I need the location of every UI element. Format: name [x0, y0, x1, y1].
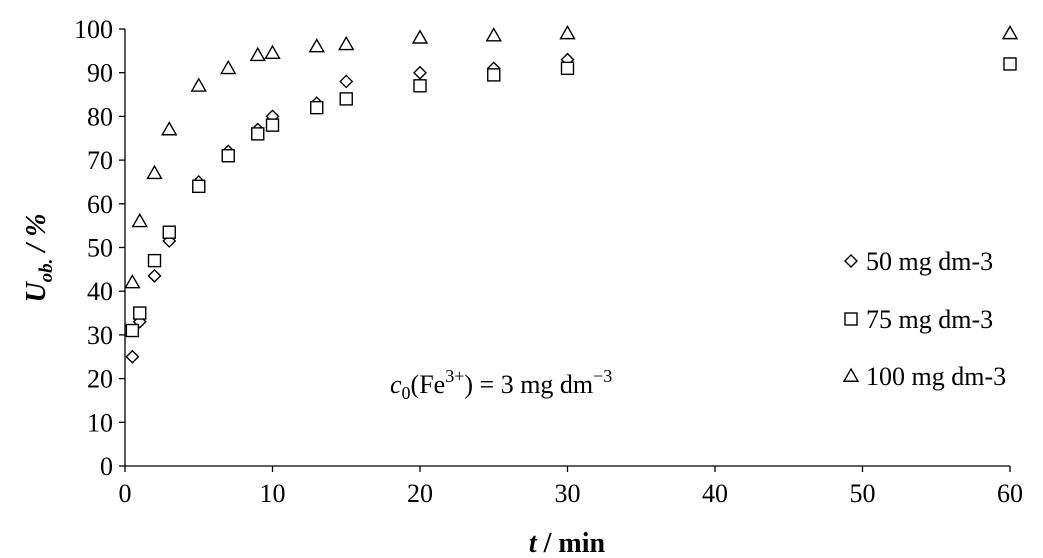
legend-marker-diamond [844, 254, 858, 268]
annotation: c0(Fe3+) = 3 mg dm−3 [390, 366, 612, 403]
data-point-square [413, 79, 427, 93]
y-tick-label: 40 [87, 277, 113, 306]
x-tick-label: 30 [555, 479, 581, 508]
legend-marker-triangle [842, 367, 860, 382]
data-point-triangle [190, 77, 207, 92]
data-point-square [125, 323, 140, 338]
data-point-diamond [413, 65, 427, 80]
y-tick-label: 0 [100, 452, 113, 481]
data-point-diamond [339, 74, 354, 89]
data-point-square [310, 100, 324, 115]
data-point-triangle [411, 29, 429, 44]
y-tick-label: 30 [87, 321, 113, 350]
data-point-square [339, 92, 353, 106]
legend-marker-square [844, 312, 858, 326]
annotation-c: c [390, 370, 402, 399]
data-point-square [192, 179, 206, 194]
data-point-square [133, 306, 147, 320]
data-point-square [1003, 57, 1017, 71]
x-axis-title-main: t [529, 528, 538, 558]
y-tick-label: 50 [87, 234, 113, 263]
legend-label: 75 mg dm-3 [866, 305, 993, 334]
annotation-exp: −3 [593, 366, 612, 386]
annotation-sub: 0 [402, 383, 411, 403]
y-tick-label: 20 [87, 365, 113, 394]
data-point-diamond [147, 268, 162, 283]
annotation-close: ) = 3 mg dm [464, 370, 593, 399]
data-point-triangle [1001, 24, 1019, 40]
x-tick-labels: 0 10 20 30 40 50 60 [119, 479, 1024, 508]
annotation-charge: 3+ [445, 366, 464, 386]
x-tick-label: 50 [850, 479, 876, 508]
annotation-open: (Fe [411, 370, 446, 399]
data-point-triangle [161, 121, 178, 136]
x-tick-label: 0 [119, 479, 132, 508]
y-tick-labels: 0 10 20 30 40 50 60 70 80 90 100 [74, 15, 113, 481]
data-point-diamond [125, 349, 140, 364]
data-point-square [147, 253, 162, 268]
data-point-triangle [124, 274, 141, 289]
data-point-triangle [485, 27, 502, 42]
y-tick-label: 10 [87, 408, 113, 437]
x-tick-label: 20 [407, 479, 433, 508]
y-tick-label: 90 [87, 59, 113, 88]
data-point-square [162, 225, 176, 239]
y-axis-title-subscript: ob. [36, 259, 57, 283]
data-point-triangle [146, 164, 163, 180]
legend: 50 mg dm-3 75 mg dm-3 100 mg dm-3 [842, 247, 1006, 391]
legend-label: 100 mg dm-3 [866, 362, 1006, 391]
x-tick-label: 60 [997, 479, 1023, 508]
legend-label: 50 mg dm-3 [866, 247, 993, 276]
y-axis-title-rest: / % [21, 213, 52, 258]
data-point-triangle [559, 24, 576, 40]
x-axis-title: t / min [529, 528, 606, 558]
data-point-triangle [249, 46, 266, 62]
y-tick-label: 60 [87, 190, 113, 219]
data-point-square [251, 127, 265, 141]
x-axis-title-rest: / min [537, 528, 606, 558]
x-tick-label: 10 [260, 479, 286, 508]
data-point-triangle [131, 212, 148, 228]
data-point-square [265, 118, 280, 132]
data-point-square [487, 68, 501, 82]
y-tick-label: 80 [87, 102, 113, 131]
data-point-square [221, 149, 235, 163]
y-tick-label: 70 [87, 146, 113, 175]
x-tick-label: 40 [702, 479, 728, 508]
data-point-triangle [338, 35, 355, 51]
axes [119, 28, 1011, 472]
data-point-triangle [308, 38, 325, 53]
data-points [124, 24, 1019, 364]
data-point-square [560, 61, 575, 76]
data-point-triangle [264, 44, 281, 59]
y-tick-label: 100 [74, 15, 113, 44]
y-axis-title-main: U [21, 281, 52, 303]
y-axis-title: Uob. / % [21, 213, 57, 302]
data-point-triangle [220, 59, 237, 75]
